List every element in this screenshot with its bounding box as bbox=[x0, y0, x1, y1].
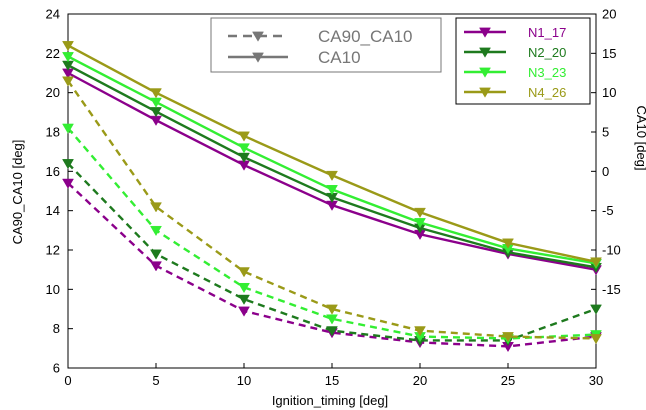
data-point-ca90-ca10 bbox=[150, 261, 162, 272]
data-point-ca90-ca10 bbox=[326, 304, 338, 315]
series-legend-label: N2_20 bbox=[528, 45, 566, 60]
data-point-ca10 bbox=[238, 131, 250, 142]
x-tick-label: 10 bbox=[237, 373, 251, 388]
series-legend: N1_17 N2_20 N3_23 N4_26 bbox=[455, 17, 591, 105]
left-tick-label: 12 bbox=[46, 243, 60, 258]
left-tick-label: 10 bbox=[46, 282, 60, 297]
right-tick-label: 10 bbox=[602, 85, 616, 100]
data-point-ca90-ca10 bbox=[62, 159, 74, 170]
data-point-ca10 bbox=[326, 170, 338, 181]
data-point-ca10 bbox=[238, 143, 250, 154]
data-point-ca10 bbox=[150, 107, 162, 118]
right-tick-label: -15 bbox=[602, 282, 621, 297]
data-point-ca10 bbox=[326, 185, 338, 196]
right-tick-label: 20 bbox=[602, 7, 616, 22]
data-point-ca90-ca10 bbox=[238, 294, 250, 305]
data-point-ca90-ca10 bbox=[150, 249, 162, 260]
x-tick-label: 15 bbox=[325, 373, 339, 388]
data-point-ca90-ca10 bbox=[590, 334, 602, 345]
series-group bbox=[62, 41, 602, 345]
data-point-ca90-ca10 bbox=[238, 306, 250, 317]
data-point-ca90-ca10 bbox=[62, 123, 74, 134]
right-tick-label: -10 bbox=[602, 243, 621, 258]
data-point-ca90-ca10 bbox=[590, 304, 602, 315]
style-legend-marker bbox=[252, 31, 264, 42]
series-legend-marker bbox=[479, 27, 491, 38]
data-point-ca10 bbox=[62, 41, 74, 52]
right-axis-label: CA10 [deg] bbox=[634, 105, 646, 170]
style-legend-label: CA10 bbox=[318, 48, 361, 67]
series-legend-marker bbox=[479, 47, 491, 58]
x-tick-label: 5 bbox=[152, 373, 159, 388]
right-tick-label: -5 bbox=[602, 203, 614, 218]
data-point-ca90-ca10 bbox=[238, 282, 250, 294]
data-point-ca10 bbox=[150, 97, 162, 108]
right-tick-label: 5 bbox=[602, 125, 609, 140]
data-point-ca10 bbox=[150, 115, 162, 126]
left-tick-label: 8 bbox=[53, 321, 60, 336]
left-tick-label: 6 bbox=[53, 361, 60, 376]
series-legend-marker bbox=[479, 87, 491, 98]
x-axis-label: Ignition_timing [deg] bbox=[272, 393, 388, 408]
x-tick-label: 20 bbox=[413, 373, 427, 388]
left-tick-label: 22 bbox=[46, 46, 60, 61]
series-group bbox=[62, 52, 602, 345]
data-point-ca10 bbox=[62, 52, 74, 63]
series-legend-marker bbox=[479, 67, 491, 78]
series-legend-label: N1_17 bbox=[528, 25, 566, 40]
left-tick-label: 24 bbox=[46, 7, 60, 22]
data-point-ca90-ca10 bbox=[414, 326, 426, 337]
left-tick-label: 16 bbox=[46, 164, 60, 179]
data-point-ca10 bbox=[414, 207, 426, 218]
right-tick-label: 0 bbox=[602, 164, 609, 179]
data-point-ca90-ca10 bbox=[62, 76, 74, 87]
x-tick-label: 30 bbox=[589, 373, 603, 388]
style-legend: CA90_CA10 CA10 bbox=[210, 17, 442, 73]
data-point-ca90-ca10 bbox=[502, 332, 514, 343]
data-point-ca10 bbox=[150, 88, 162, 99]
data-point-ca90-ca10 bbox=[62, 178, 74, 189]
data-point-ca10 bbox=[414, 218, 426, 229]
right-tick-label: 15 bbox=[602, 46, 616, 61]
data-point-ca90-ca10 bbox=[150, 202, 162, 213]
data-point-ca10 bbox=[502, 238, 514, 249]
left-tick-label: 18 bbox=[46, 125, 60, 140]
data-point-ca10 bbox=[590, 257, 602, 268]
data-point-ca90-ca10 bbox=[326, 326, 338, 337]
x-tick-label: 25 bbox=[501, 373, 515, 388]
data-point-ca90-ca10 bbox=[238, 267, 250, 278]
series-legend-label: N4_26 bbox=[528, 85, 566, 100]
axes-layer: 6 8 10 12 14 16 18 20 22 24 20 15 10 5 0 -5 -10 -15 0 5 10 15… bbox=[46, 7, 621, 389]
style-legend-marker bbox=[252, 52, 264, 63]
series-legend-label: N3_23 bbox=[528, 65, 566, 80]
left-tick-label: 20 bbox=[46, 85, 60, 100]
legend-layer: CA90_CA10 CA10 N1_17 N2_20 N3_23 N4_26 bbox=[210, 17, 591, 105]
style-legend-label: CA90_CA10 bbox=[318, 27, 413, 46]
x-tick-label: 0 bbox=[64, 373, 71, 388]
data-point-ca90-ca10 bbox=[150, 225, 162, 237]
style-legend-box bbox=[210, 17, 442, 73]
series-layer bbox=[62, 41, 602, 353]
left-axis-label: CA90_CA10 [deg] bbox=[10, 140, 25, 245]
left-tick-label: 14 bbox=[46, 203, 60, 218]
